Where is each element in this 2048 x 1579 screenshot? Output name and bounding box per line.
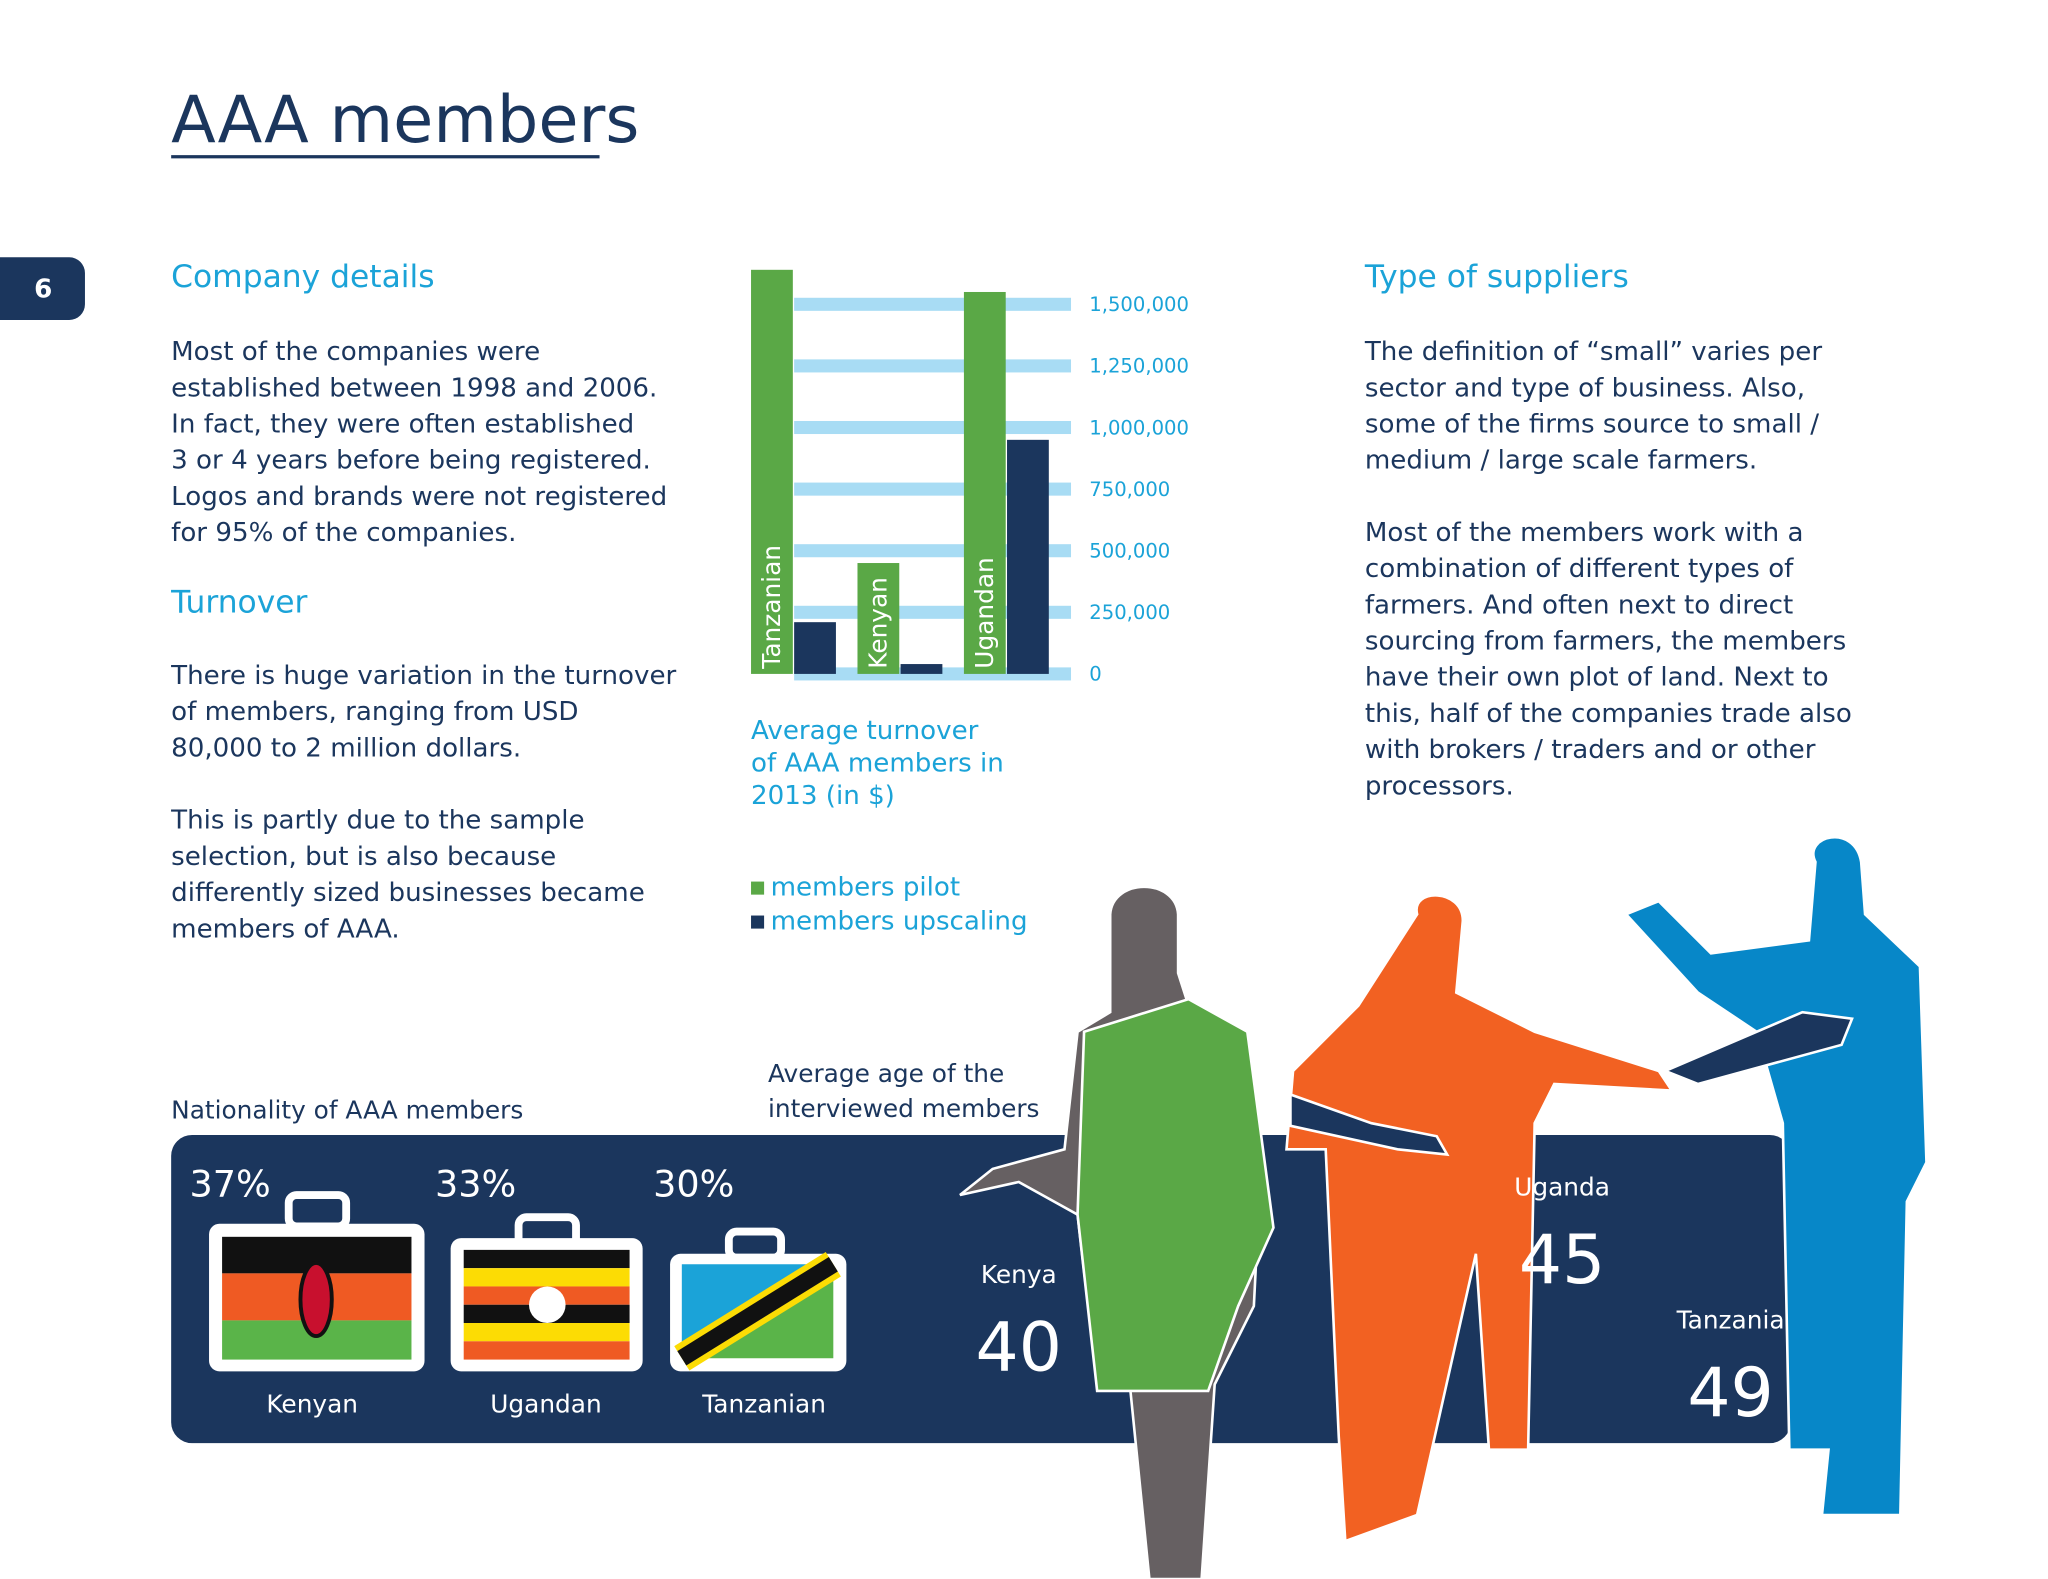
section-heading: Company details <box>171 259 434 295</box>
legend-label: members pilot <box>771 873 961 903</box>
section-heading: Type of suppliers <box>1364 259 1629 295</box>
age-value: 40 <box>976 1308 1062 1387</box>
bar <box>963 291 1006 674</box>
chart-caption: of AAA members in <box>751 749 1004 779</box>
legend-swatch <box>751 915 765 929</box>
body-line: Logos and brands were not registered <box>171 482 667 512</box>
body-line: Most of the members work with a <box>1365 518 1804 548</box>
y-tick-label: 1,250,000 <box>1089 355 1189 378</box>
y-tick-label: 0 <box>1089 663 1101 686</box>
age-country: Tanzania <box>1676 1306 1785 1335</box>
body-line: medium / large scale farmers. <box>1365 446 1757 476</box>
body-line: processors. <box>1365 771 1514 801</box>
body-line: Most of the companies were <box>171 337 540 367</box>
age-title: Average age of the <box>768 1059 1004 1088</box>
bar <box>900 664 943 674</box>
grid-line <box>794 297 1072 311</box>
page-number: 6 <box>34 274 52 304</box>
section-heading: Turnover <box>170 584 307 620</box>
body-line: for 95% of the companies. <box>171 518 516 548</box>
body-line: farmers. And often next to direct <box>1365 590 1793 620</box>
body-line: members of AAA. <box>171 914 400 944</box>
title: AAA members <box>171 82 639 158</box>
nationality-label: Tanzanian <box>701 1389 826 1418</box>
grid-line <box>794 420 1072 435</box>
body-line: sourcing from farmers, the members <box>1365 627 1846 657</box>
bar <box>857 563 900 674</box>
bar <box>1007 439 1049 674</box>
body-line: differently sized businesses became <box>171 878 645 908</box>
grid-line <box>794 359 1072 373</box>
body-line: 3 or 4 years before being registered. <box>171 446 651 476</box>
suitcases <box>209 1191 847 1372</box>
y-tick-label: 750,000 <box>1089 478 1170 501</box>
body-line: This is partly due to the sample <box>170 806 584 836</box>
chart-caption: 2013 (in $) <box>751 781 895 811</box>
nationality-label: Kenyan <box>266 1389 358 1418</box>
body-line: selection, but is also because <box>171 842 556 872</box>
category-label: Kenyan <box>864 577 893 669</box>
category-label: Ugandan <box>970 557 999 668</box>
body-line: with brokers / traders and or other <box>1365 735 1816 765</box>
nationality-share: 30% <box>653 1162 734 1205</box>
age-value: 49 <box>1687 1354 1773 1433</box>
bar <box>794 622 836 674</box>
nationality-label: Ugandan <box>490 1389 601 1418</box>
y-tick-label: 1,000,000 <box>1089 416 1189 439</box>
age-country: Kenya <box>981 1260 1057 1289</box>
nationality-title: Nationality of AAA members <box>171 1095 523 1124</box>
y-tick-label: 250,000 <box>1089 601 1170 624</box>
nationality-share: 33% <box>435 1162 516 1205</box>
body-line: 80,000 to 2 million dollars. <box>171 733 521 763</box>
legend-label: members upscaling <box>771 907 1028 937</box>
nationality-share: 37% <box>189 1162 270 1205</box>
age-title: interviewed members <box>768 1094 1039 1123</box>
age-value: 45 <box>1519 1221 1605 1300</box>
body-line: combination of different types of <box>1365 554 1794 584</box>
chart-caption: Average turnover <box>751 716 979 746</box>
body-line: this, half of the companies trade also <box>1365 699 1852 729</box>
age-country: Uganda <box>1514 1172 1610 1201</box>
body-line: some of the firms source to small / <box>1365 409 1819 439</box>
y-tick-label: 500,000 <box>1089 540 1170 563</box>
page-tab <box>0 257 85 320</box>
body-line: have their own plot of land. Next to <box>1365 663 1829 693</box>
body-line: of members, ranging from USD <box>171 697 578 727</box>
body-line: sector and type of business. Also, <box>1365 373 1805 403</box>
legend-swatch <box>751 881 765 895</box>
body-line: established between 1998 and 2006. <box>171 373 657 403</box>
category-label: Tanzanian <box>757 545 786 670</box>
body-line: In fact, they were often established <box>171 409 634 439</box>
body-line: The definition of “small” varies per <box>1364 337 1822 367</box>
body-line: There is huge variation in the turnover <box>170 661 676 691</box>
y-tick-label: 1,500,000 <box>1089 293 1189 316</box>
bar <box>751 269 793 674</box>
silhouettes <box>959 836 1928 1579</box>
